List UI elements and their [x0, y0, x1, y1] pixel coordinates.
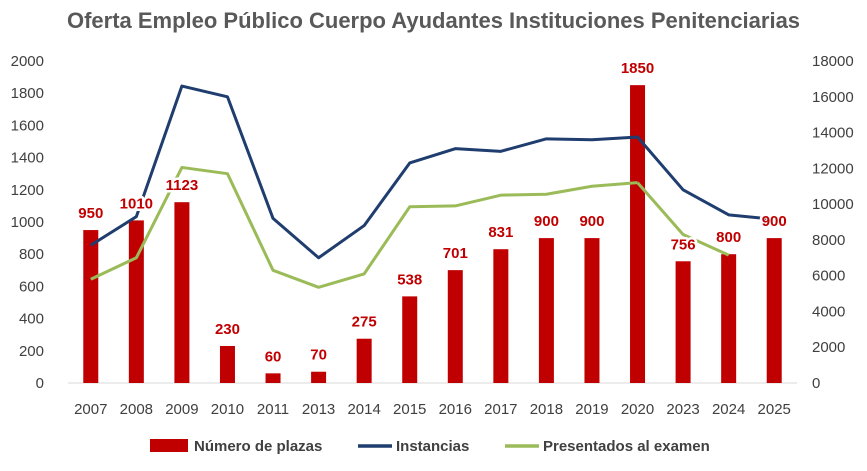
bar-label-halo: 800: [716, 229, 741, 246]
bar-label-halo: 900: [579, 213, 604, 230]
bar-label-halo: 756: [671, 236, 696, 253]
y-right-tick-label: 10000: [812, 196, 854, 213]
bar: [630, 85, 646, 384]
bar-label-halo: 900: [762, 213, 787, 230]
x-tick-label: 2013: [302, 401, 335, 418]
y-left-tick-label: 2000: [11, 53, 44, 70]
y-right-tick-label: 0: [812, 375, 820, 392]
bar: [83, 230, 99, 383]
bar-label-halo: 831: [488, 224, 513, 241]
x-tick-label: 2011: [257, 401, 289, 418]
bar-label-halo: 950: [78, 205, 103, 222]
bar-label-halo: 275: [352, 314, 377, 331]
bar-data-label: 60: [265, 348, 282, 365]
legend-label-plazas: Número de plazas: [194, 438, 322, 455]
x-tick-label: 2010: [211, 401, 244, 418]
x-tick-label: 2008: [120, 401, 153, 418]
bar-label-halo: 70: [310, 347, 327, 364]
bar-data-label: 756: [671, 236, 696, 253]
bar-label-halo: 701: [443, 245, 468, 262]
x-tick-label: 2014: [347, 401, 380, 418]
y-left-tick-label: 1200: [11, 182, 44, 199]
y-left-tick-label: 800: [19, 246, 44, 263]
bar-label-halo: 1850: [621, 60, 654, 77]
y-right-tick-label: 18000: [812, 53, 854, 70]
y-left-tick-label: 200: [19, 343, 44, 360]
legend-label-instancias: Instancias: [396, 438, 469, 455]
bar-data-label: 900: [579, 213, 604, 230]
y-right-tick-label: 8000: [812, 232, 845, 249]
bar: [493, 249, 509, 383]
y-left-tick-label: 1600: [11, 117, 44, 134]
x-tick-label: 2015: [393, 401, 426, 418]
series-line-presentados: [90, 165, 638, 289]
x-tick-label: 2024: [712, 401, 745, 418]
bar: [675, 261, 691, 383]
bar: [265, 373, 281, 383]
y-right-tick-label: 4000: [812, 303, 845, 320]
x-tick-label: 2023: [666, 401, 699, 418]
y-left-tick-label: 400: [19, 311, 44, 328]
y-left-tick-label: 0: [36, 375, 44, 392]
bar: [721, 254, 737, 383]
bar-data-label: 900: [762, 213, 787, 230]
series-line-presentados-tail: [636, 181, 730, 257]
bar-data-label: 831: [488, 224, 513, 241]
x-tick-label: 2020: [621, 401, 654, 418]
bar-label-halo: 60: [265, 348, 282, 365]
bar-label-halo: 1123: [166, 177, 199, 194]
chart-title: Oferta Empleo Público Cuerpo Ayudantes I…: [66, 8, 801, 33]
x-tick-label: 2009: [165, 401, 198, 418]
x-tick-label: 2019: [575, 401, 608, 418]
bar: [174, 202, 190, 383]
bar-data-label: 1010: [120, 195, 153, 212]
y-left-tick-label: 1400: [11, 150, 44, 167]
y-right-tick-label: 6000: [812, 268, 845, 285]
series-line-instancias: [89, 84, 775, 260]
bar-label-halo: 230: [215, 321, 240, 338]
bar-label-halo: 1010: [120, 195, 153, 212]
bar-data-label: 1850: [621, 60, 654, 77]
bar: [402, 296, 418, 383]
bar: [219, 345, 235, 383]
y-right-tick-label: 16000: [812, 89, 854, 106]
bar: [356, 338, 372, 383]
bar-label-halo: 900: [534, 213, 559, 230]
x-tick-label: 2017: [484, 401, 517, 418]
bar: [766, 238, 782, 383]
bar-data-label: 275: [352, 314, 377, 331]
bar: [538, 238, 554, 383]
bar-data-label: 538: [397, 271, 422, 288]
bar-data-label: 800: [716, 229, 741, 246]
x-tick-label: 2018: [530, 401, 563, 418]
x-tick-label: 2007: [74, 401, 107, 418]
bar-label-halo: 538: [397, 271, 422, 288]
bar: [447, 270, 463, 383]
y-left-tick-label: 1000: [11, 214, 44, 231]
legend-swatch-plazas: [150, 439, 188, 452]
bar: [311, 371, 327, 383]
y-left-tick-label: 1800: [11, 85, 44, 102]
bar-data-label: 230: [215, 321, 240, 338]
x-tick-label: 2016: [439, 401, 472, 418]
legend-label-presentados: Presentados al examen: [543, 438, 710, 455]
y-left-tick-label: 600: [19, 278, 44, 295]
bar-data-label: 1123: [166, 177, 199, 194]
bar-data-label: 701: [443, 245, 468, 262]
y-right-tick-label: 2000: [812, 339, 845, 356]
bar-data-label: 950: [78, 205, 103, 222]
y-right-tick-label: 12000: [812, 160, 854, 177]
bar-data-label: 900: [534, 213, 559, 230]
y-right-tick-label: 14000: [812, 125, 854, 142]
bar-data-label: 70: [310, 347, 327, 364]
x-tick-label: 2025: [758, 401, 791, 418]
bar: [584, 238, 600, 383]
